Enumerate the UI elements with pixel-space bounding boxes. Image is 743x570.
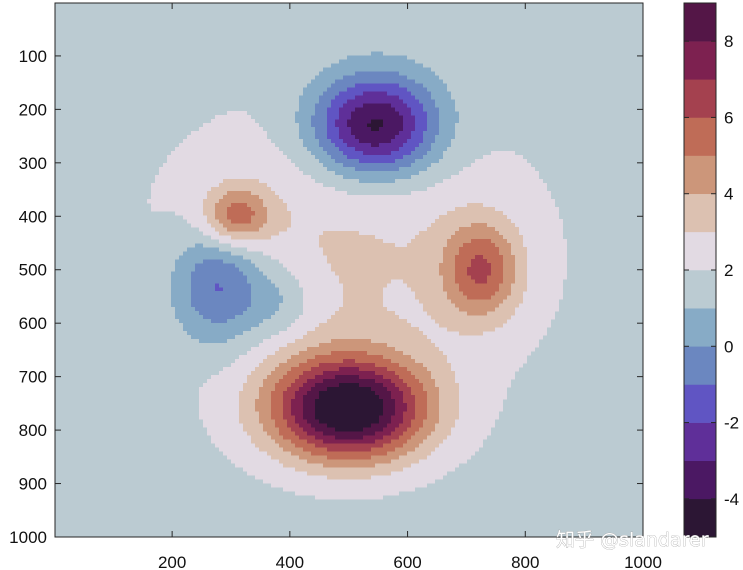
- colorbar-tick-label: -2: [724, 414, 739, 433]
- y-tick-label: 700: [19, 368, 47, 387]
- contour-band-4: [191, 71, 439, 324]
- x-axis: 200 400 600 800 1000: [158, 3, 662, 570]
- contour-band-8: [203, 179, 527, 480]
- plot-area: [54, 2, 644, 538]
- y-axis: 100 200 300 400 500 600 700 800 900 1000: [9, 47, 643, 547]
- contour-band-1: [347, 103, 403, 148]
- y-tick-label: 900: [19, 475, 47, 494]
- colorbar-segment: [684, 422, 716, 462]
- colorbar-tick-label: -4: [724, 490, 739, 509]
- colorbar-segment: [684, 155, 716, 195]
- colorbar-segment: [684, 41, 716, 80]
- contour-band-2: [335, 91, 415, 156]
- colorbar-segment: [684, 231, 716, 271]
- watermark-text: 知乎 @slandarer: [556, 529, 709, 551]
- colorbar-tick-label: 6: [724, 108, 733, 127]
- colorbar-segment: [684, 498, 716, 538]
- x-tick-label: 600: [393, 553, 421, 570]
- contour-band-14: [315, 383, 383, 432]
- colorbar-tick-label: 8: [724, 32, 733, 51]
- x-tick-label: 1000: [624, 553, 662, 570]
- x-tick-label: 200: [158, 553, 186, 570]
- y-tick-label: 500: [19, 261, 47, 280]
- colorbar-segment: [684, 79, 716, 118]
- contour-fill-layer: [55, 3, 643, 537]
- y-tick-label: 200: [19, 100, 47, 119]
- x-tick-label: 400: [276, 553, 304, 570]
- y-tick-label: 100: [19, 47, 47, 66]
- colorbar-segment: [684, 270, 716, 309]
- colorbar-tick-label: 2: [724, 261, 733, 280]
- colorbar-segment: [684, 193, 716, 233]
- contour-band-6: [55, 3, 643, 537]
- contour-band-7: [147, 111, 567, 500]
- colorbar: -4 -2 0 2 4 6 8: [683, 2, 739, 538]
- contour-band-5: [171, 51, 459, 344]
- y-tick-label: 600: [19, 314, 47, 333]
- y-tick-label: 300: [19, 154, 47, 173]
- colorbar-segment: [684, 346, 716, 385]
- y-tick-label: 1000: [9, 528, 47, 547]
- colorbar-segment: [684, 460, 716, 500]
- contour-band-11: [283, 255, 491, 452]
- colorbar-segment: [684, 3, 716, 42]
- colorbar-segment: [684, 384, 716, 423]
- colorbar-segment: [684, 117, 716, 156]
- x-tick-label: 800: [511, 553, 539, 570]
- colorbar-tick-label: 4: [724, 185, 733, 204]
- colorbar-segment: [684, 308, 716, 347]
- colorbar-tick-label: 0: [724, 337, 733, 356]
- y-tick-label: 400: [19, 207, 47, 226]
- y-tick-label: 800: [19, 421, 47, 440]
